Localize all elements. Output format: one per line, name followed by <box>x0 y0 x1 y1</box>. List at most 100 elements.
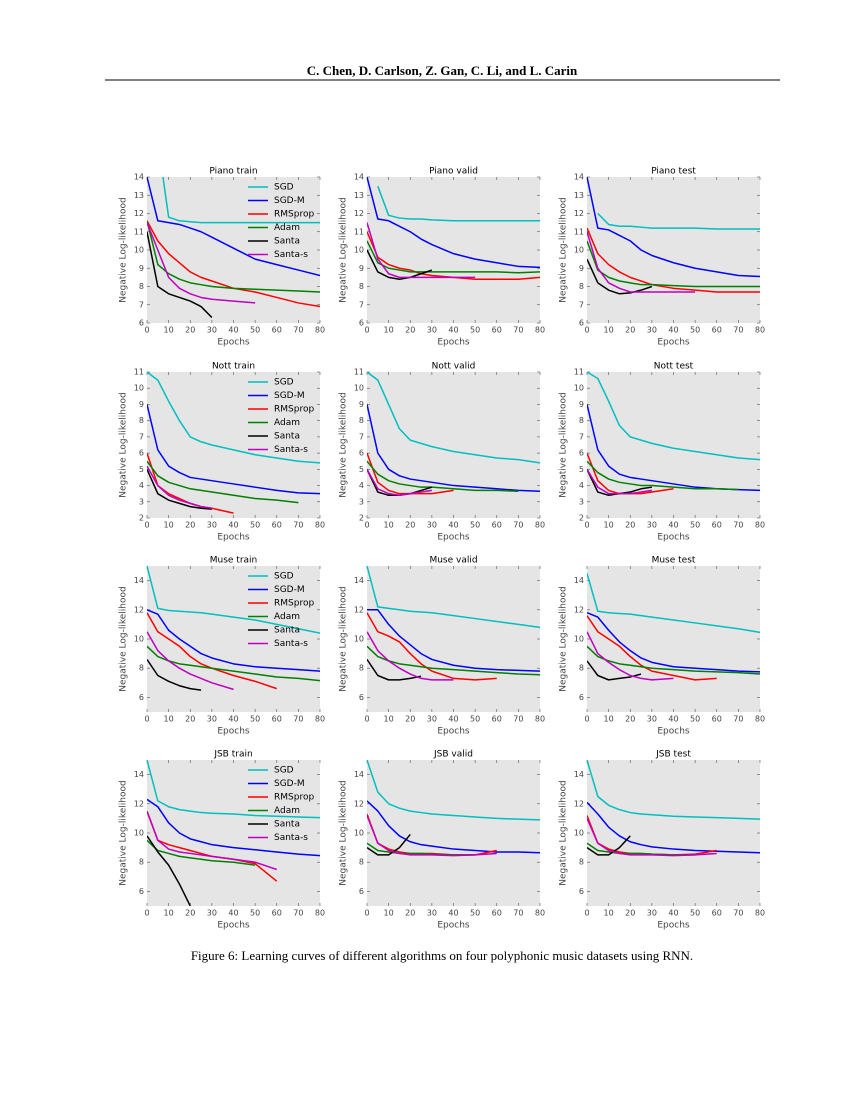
series-line <box>147 566 320 634</box>
y-tick-label: 8 <box>579 282 584 291</box>
y-tick-label: 6 <box>359 319 364 328</box>
y-tick-label: 3 <box>359 497 364 506</box>
series-line <box>367 609 540 672</box>
plot-background <box>587 566 760 712</box>
x-axis-label: Epochs <box>217 533 250 543</box>
x-tick-label: 80 <box>315 715 325 724</box>
y-tick-label: 7 <box>579 300 584 309</box>
chart-title: Piano valid <box>429 167 478 177</box>
y-tick-label: 3 <box>139 497 144 506</box>
series-line <box>587 631 674 681</box>
series-line <box>587 615 717 681</box>
x-tick-label: 60 <box>492 715 502 724</box>
x-tick-label: 0 <box>584 909 589 918</box>
legend-label: RMSprop <box>274 599 314 609</box>
y-tick-label: 14 <box>574 576 584 585</box>
series-line <box>162 177 320 224</box>
y-tick-label: 10 <box>574 246 584 255</box>
x-tick-label: 70 <box>513 715 523 724</box>
x-tick-label: 50 <box>690 715 700 724</box>
y-tick-label: 12 <box>134 209 144 218</box>
y-tick-label: 2 <box>579 514 584 523</box>
x-tick-label: 80 <box>535 715 545 724</box>
chart-title: Piano test <box>651 167 696 177</box>
y-tick-label: 10 <box>354 384 364 393</box>
x-tick-label: 80 <box>315 326 325 335</box>
chart-title: Piano train <box>209 167 257 177</box>
x-tick-label: 30 <box>427 326 437 335</box>
chart-title: Nott valid <box>432 362 476 372</box>
legend-label: Santa <box>274 820 300 830</box>
legend-label: SGD-M <box>274 196 305 206</box>
series-line <box>147 798 320 857</box>
y-tick-label: 10 <box>354 635 364 644</box>
y-tick-label: 6 <box>139 693 144 702</box>
x-tick-label: 10 <box>164 326 174 335</box>
y-tick-label: 2 <box>359 514 364 523</box>
x-tick-label: 50 <box>470 909 480 918</box>
x-tick-label: 30 <box>647 715 657 724</box>
plot-lines <box>147 760 320 906</box>
legend-label: Adam <box>274 612 300 622</box>
x-tick-label: 10 <box>384 715 394 724</box>
x-tick-label: 30 <box>647 909 657 918</box>
y-tick-label: 6 <box>579 319 584 328</box>
y-axis-label: Negative Log-likelihood <box>559 780 569 885</box>
series-line <box>587 227 760 293</box>
plot-background <box>367 566 540 712</box>
y-tick-label: 10 <box>134 384 144 393</box>
series-line <box>367 612 497 681</box>
x-tick-label: 10 <box>164 909 174 918</box>
y-tick-label: 9 <box>579 264 584 273</box>
series-line <box>367 460 519 492</box>
y-tick-label: 8 <box>139 282 144 291</box>
x-tick-label: 70 <box>293 326 303 335</box>
y-tick-label: 11 <box>134 227 144 236</box>
figure-caption: Figure 6: Learning curves of different a… <box>191 948 693 963</box>
y-axis-label: Negative Log-likelihood <box>119 197 129 302</box>
y-tick-label: 13 <box>134 191 144 200</box>
y-tick-label: 7 <box>139 432 144 441</box>
series-line <box>147 659 202 691</box>
y-tick-label: 8 <box>579 858 584 867</box>
y-tick-label: 12 <box>354 799 364 808</box>
y-tick-label: 10 <box>134 246 144 255</box>
series-line <box>587 801 760 854</box>
x-tick-label: 20 <box>185 715 195 724</box>
x-tick-label: 20 <box>405 715 415 724</box>
y-tick-label: 9 <box>579 400 584 409</box>
legend-label: Santa-s <box>274 250 308 260</box>
x-tick-label: 10 <box>384 521 394 530</box>
x-tick-label: 0 <box>364 715 369 724</box>
series-line <box>147 222 256 304</box>
y-tick-label: 9 <box>359 264 364 273</box>
x-tick-label: 70 <box>293 909 303 918</box>
y-tick-label: 10 <box>354 246 364 255</box>
x-tick-label: 20 <box>625 521 635 530</box>
x-axis-label: Epochs <box>657 727 690 737</box>
y-tick-label: 7 <box>359 432 364 441</box>
x-tick-label: 60 <box>712 326 722 335</box>
y-tick-label: 8 <box>359 416 364 425</box>
series-line <box>367 452 454 495</box>
series-line <box>587 612 760 673</box>
y-axis-label: Negative Log-likelihood <box>339 197 349 302</box>
y-tick-label: 8 <box>139 416 144 425</box>
x-tick-label: 80 <box>535 326 545 335</box>
plot-lines <box>587 573 760 681</box>
legend-label: SGD-M <box>274 585 305 595</box>
x-axis-label: Epochs <box>437 921 470 931</box>
x-tick-label: 70 <box>293 715 303 724</box>
series-line <box>367 404 540 492</box>
x-tick-label: 40 <box>448 326 458 335</box>
y-tick-label: 12 <box>354 605 364 614</box>
x-tick-label: 50 <box>690 909 700 918</box>
x-tick-label: 40 <box>668 715 678 724</box>
x-tick-label: 50 <box>250 521 260 530</box>
x-tick-label: 30 <box>427 715 437 724</box>
y-axis-label: Negative Log-likelihood <box>559 197 569 302</box>
series-line <box>147 609 320 672</box>
legend-label: Santa-s <box>274 639 308 649</box>
y-tick-label: 14 <box>354 576 364 585</box>
